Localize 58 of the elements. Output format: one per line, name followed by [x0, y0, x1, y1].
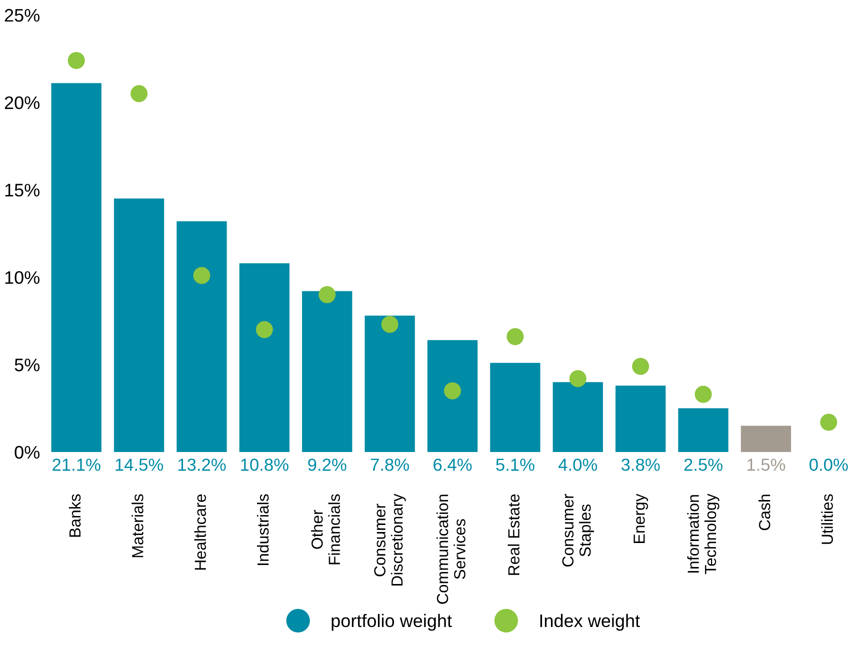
point [632, 358, 650, 375]
x-tick-label: Consumer Staples [562, 494, 594, 567]
point [820, 414, 838, 431]
bar [740, 426, 792, 452]
data-label: 5.1% [496, 458, 534, 471]
data-label: 2.5% [684, 458, 722, 471]
x-tick-label: Real Estate [508, 494, 520, 575]
data-label: 21.1% [52, 458, 100, 471]
x-tick-label: Industrials [256, 494, 269, 565]
point [68, 52, 85, 69]
x-tick-label: Information Technology [687, 494, 720, 574]
data-label: 1.5% [748, 458, 786, 471]
point [694, 386, 712, 403]
x-tick-label: Energy [634, 494, 648, 543]
bar [427, 340, 478, 452]
bar [176, 221, 227, 452]
y-tick-label: 0% [14, 446, 40, 459]
bar [678, 408, 728, 452]
data-label: 14.5% [116, 458, 164, 471]
bar [51, 83, 102, 452]
bar [616, 386, 666, 452]
y-tick-label: 10% [5, 271, 40, 284]
x-tick-label: Consumer Discretionary [374, 494, 406, 586]
bar [552, 382, 603, 452]
point [569, 370, 586, 388]
x-tick-label: Healthcare [194, 494, 206, 570]
point [444, 382, 462, 400]
x-tick-label: Utilities [821, 494, 833, 544]
point [506, 328, 524, 346]
legend-label: portfolio weight [332, 614, 452, 631]
data-label: 10.8% [241, 458, 288, 471]
x-tick-label: Communication Services [436, 494, 466, 604]
data-label: 7.8% [370, 458, 409, 471]
bar [364, 316, 415, 452]
x-tick-label: Cash [758, 494, 770, 530]
point [256, 321, 273, 338]
data-label: 13.2% [178, 458, 226, 471]
point [381, 316, 398, 333]
bar [114, 198, 164, 452]
bar [302, 291, 352, 452]
x-tick-label: Materials [132, 494, 144, 558]
data-label: 9.2% [308, 458, 346, 471]
data-label: 3.8% [621, 458, 660, 471]
y-tick-label: 15% [5, 184, 40, 197]
bar [239, 263, 290, 452]
x-tick-label: Other Financials [311, 494, 340, 564]
data-label: 4.0% [558, 458, 598, 471]
point [318, 286, 336, 304]
y-tick-label: 25% [4, 8, 40, 22]
point [130, 85, 148, 102]
data-label: 6.4% [434, 458, 472, 471]
point [193, 266, 210, 284]
legend-label: Index weight [540, 614, 640, 631]
bar [490, 362, 540, 452]
data-label: 0.0% [810, 458, 848, 471]
y-tick-label: 5% [14, 358, 40, 372]
x-tick-label: Banks [68, 494, 81, 537]
y-tick-label: 20% [4, 96, 40, 110]
